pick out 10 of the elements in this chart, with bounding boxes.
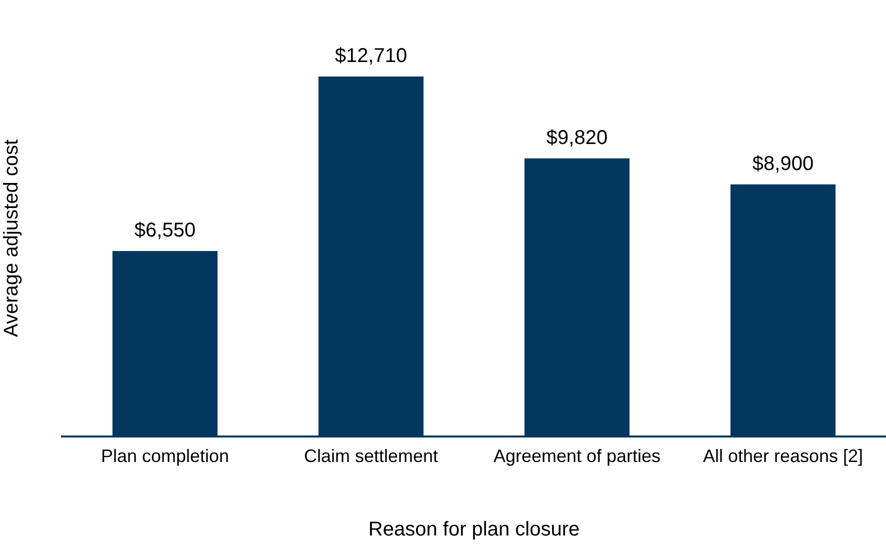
data-label: $9,820 [546,126,608,149]
data-label: $6,550 [134,219,196,242]
x-tick-label: Claim settlement [304,446,438,466]
y-axis-title: Average adjusted cost [0,138,23,337]
x-tick-label: Agreement of parties [493,446,661,466]
x-tick-label: Plan completion [100,446,230,466]
x-tick-label: All other reasons [2] [702,446,864,466]
data-label: $8,900 [752,152,814,175]
data-label: $12,710 [334,45,408,68]
x-axis-title: Reason for plan closure [368,518,580,541]
